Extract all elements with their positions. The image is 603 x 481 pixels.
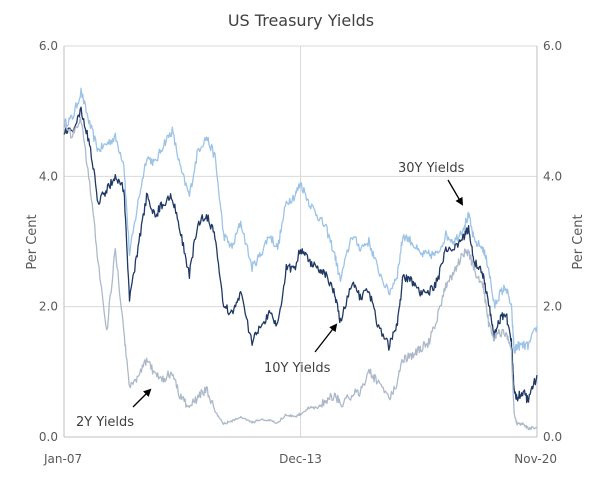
y-axis-right-ticks: 0.0 2.0 4.0 6.0 <box>543 39 562 444</box>
y-tick-label-left: 2.0 <box>39 300 58 314</box>
gridlines <box>64 45 537 437</box>
y-axis-left-ticks: 0.0 2.0 4.0 6.0 <box>39 39 58 444</box>
y-tick-label-left: 6.0 <box>39 39 58 53</box>
plot-frame <box>63 46 538 438</box>
y-axis-right-label: Per Cent <box>571 214 586 269</box>
x-tick-label: Dec-13 <box>279 452 322 466</box>
chart-title: US Treasury Yields <box>228 11 374 30</box>
y-tick-label-left: 4.0 <box>39 169 58 183</box>
y-axis-left-label: Per Cent <box>25 214 40 269</box>
y-tick-label-right: 6.0 <box>543 39 562 53</box>
x-tick-label: Nov-20 <box>514 452 557 466</box>
series-lines <box>63 87 538 431</box>
series-line-y10 <box>63 106 538 404</box>
annotation-y2-label: 2Y Yields <box>76 415 134 430</box>
annotation-y30-label: 30Y Yields <box>398 161 465 176</box>
series-line-y2 <box>63 116 538 431</box>
y-tick-label-right: 4.0 <box>543 169 562 183</box>
series-line-y30 <box>63 87 538 355</box>
x-tick-label: Jan-07 <box>43 452 82 466</box>
y-tick-label-right: 0.0 <box>543 430 562 444</box>
annotation-y30-arrow <box>447 179 464 206</box>
annotations: 30Y Yields 10Y Yields 2Y Yields <box>76 161 465 430</box>
annotation-y10-label: 10Y Yields <box>264 361 331 376</box>
annotation-y10-arrow <box>314 323 338 353</box>
x-axis-ticks: Jan-07 Dec-13 Nov-20 <box>43 452 557 466</box>
y-tick-label-right: 2.0 <box>543 300 562 314</box>
annotation-y2-arrow <box>132 388 152 408</box>
y-tick-label-left: 0.0 <box>39 430 58 444</box>
